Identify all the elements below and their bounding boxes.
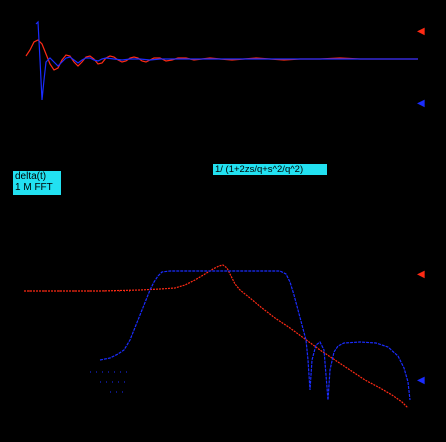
red-trace-marker-top[interactable]: ◀ xyxy=(417,26,425,37)
input-signal-line1: delta(t) xyxy=(15,171,47,182)
fft-size-label: 1 M FFT xyxy=(15,182,53,193)
noise-dots-blue xyxy=(90,371,130,393)
blue-trace-marker-bottom[interactable]: ◀ xyxy=(417,375,425,386)
frequency-response-blue-trace xyxy=(99,270,411,401)
time-response-red-trace xyxy=(25,39,418,71)
red-trace-marker-bottom[interactable]: ◀ xyxy=(417,269,425,280)
input-signal-label: delta(t) 1 M FFT xyxy=(13,171,61,195)
frequency-response-red-trace xyxy=(24,264,409,409)
transfer-function-label: 1/ (1+2zs/q+s^2/q^2) xyxy=(213,164,327,175)
time-response-blue-trace xyxy=(35,20,418,101)
blue-trace-marker-top[interactable]: ◀ xyxy=(417,98,425,109)
